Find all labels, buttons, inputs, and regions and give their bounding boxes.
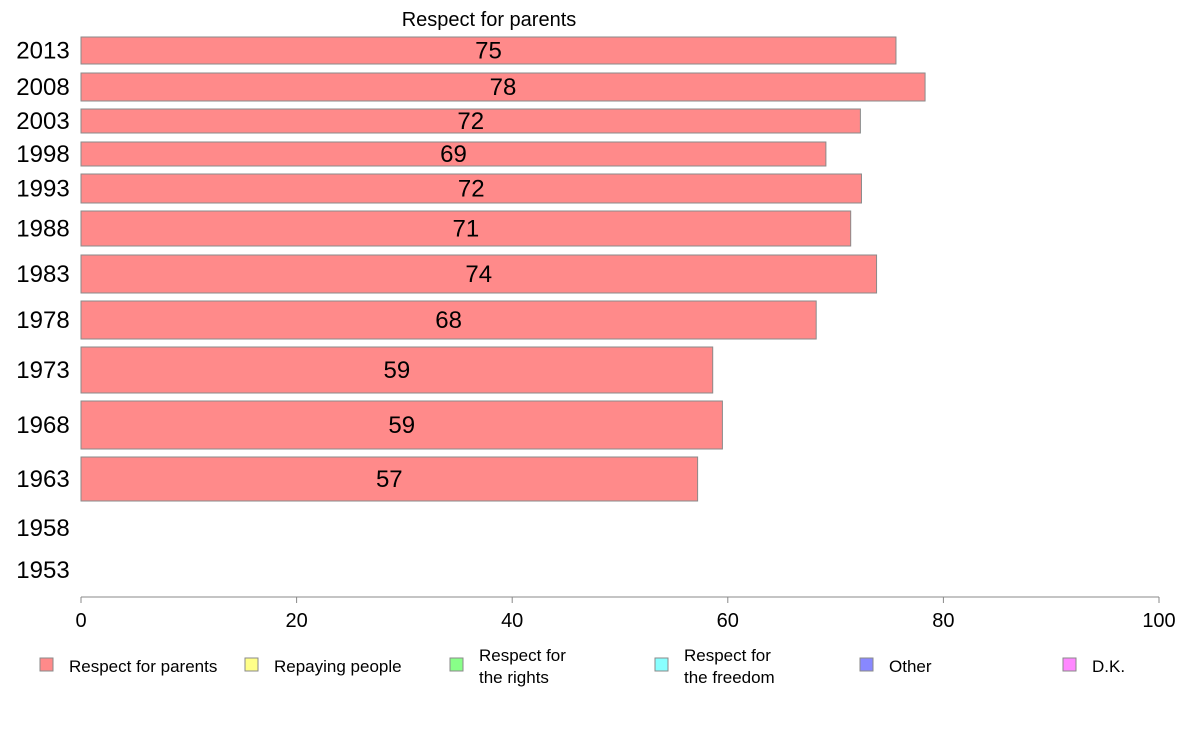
legend-label: Respect for parents bbox=[69, 657, 217, 676]
category-label: 2013 bbox=[16, 38, 69, 65]
legend-swatch bbox=[244, 657, 259, 672]
legend-swatch bbox=[1062, 657, 1077, 672]
category-label: 1968 bbox=[16, 412, 69, 439]
legend-label: the freedom bbox=[684, 668, 775, 687]
legend-swatch bbox=[859, 657, 874, 672]
legend-entry: Respect for parents bbox=[39, 657, 217, 676]
legend-entry: Respect for the rights bbox=[449, 646, 566, 687]
legend-label: D.K. bbox=[1092, 657, 1125, 676]
bar-value-label: 74 bbox=[465, 261, 492, 288]
x-tick-label: 40 bbox=[501, 610, 523, 632]
legend-entry: Other bbox=[859, 657, 932, 676]
legend-label: Other bbox=[889, 657, 932, 676]
legend-entry: D.K. bbox=[1062, 657, 1125, 676]
bar-value-label: 59 bbox=[388, 412, 415, 439]
bar-value-label: 69 bbox=[440, 141, 467, 168]
bars-group bbox=[80, 36, 926, 502]
category-label: 2003 bbox=[16, 108, 69, 135]
category-label: 1953 bbox=[16, 557, 69, 584]
legend-label: Respect for bbox=[684, 646, 771, 665]
bar-value-label: 59 bbox=[384, 357, 411, 384]
x-tick-label: 100 bbox=[1142, 610, 1175, 632]
category-label: 1973 bbox=[16, 357, 69, 384]
legend-label: Respect for bbox=[479, 646, 566, 665]
legend-label: Repaying people bbox=[274, 657, 402, 676]
category-label: 1963 bbox=[16, 466, 69, 493]
chart-title: Respect for parents bbox=[402, 9, 577, 31]
bar-value-label: 71 bbox=[452, 216, 479, 243]
category-label: 1993 bbox=[16, 176, 69, 203]
legend-entry: Repaying people bbox=[244, 657, 402, 676]
x-tick-label: 80 bbox=[932, 610, 954, 632]
category-label: 1958 bbox=[16, 515, 69, 542]
legend: Respect for parents Repaying people Respec… bbox=[39, 646, 1125, 687]
category-labels-group: 2013 2008 2003 1998 1993 1988 1983 1978 1973 1968… bbox=[16, 38, 69, 585]
bar bbox=[80, 300, 817, 340]
legend-label: the rights bbox=[479, 668, 549, 687]
bar bbox=[80, 210, 852, 247]
bar bbox=[80, 254, 878, 294]
x-tick-label: 60 bbox=[717, 610, 739, 632]
bar bbox=[80, 72, 926, 102]
legend-swatch bbox=[654, 657, 669, 672]
bar bbox=[80, 173, 862, 204]
legend-swatch bbox=[39, 657, 54, 672]
legend-entry: Respect for the freedom bbox=[654, 646, 775, 687]
bar bbox=[80, 346, 714, 394]
bar-value-label: 75 bbox=[475, 38, 502, 65]
bar bbox=[80, 36, 897, 65]
bar bbox=[80, 108, 861, 134]
bar bbox=[80, 141, 827, 167]
category-label: 1998 bbox=[16, 141, 69, 168]
bar bbox=[80, 456, 699, 502]
category-label: 1983 bbox=[16, 261, 69, 288]
x-tick-label: 20 bbox=[285, 610, 307, 632]
bar-value-label: 72 bbox=[458, 176, 485, 203]
x-tick-label: 0 bbox=[75, 610, 86, 632]
category-label: 1988 bbox=[16, 216, 69, 243]
bar-value-label: 72 bbox=[457, 108, 484, 135]
category-label: 2008 bbox=[16, 74, 69, 101]
x-axis: 0 20 40 60 80 100 bbox=[75, 596, 1176, 632]
bar-value-label: 78 bbox=[490, 74, 517, 101]
bar-value-label: 68 bbox=[435, 307, 462, 334]
bar bbox=[80, 400, 723, 450]
bar-value-label: 57 bbox=[376, 466, 403, 493]
category-label: 1978 bbox=[16, 307, 69, 334]
legend-swatch bbox=[449, 657, 464, 672]
